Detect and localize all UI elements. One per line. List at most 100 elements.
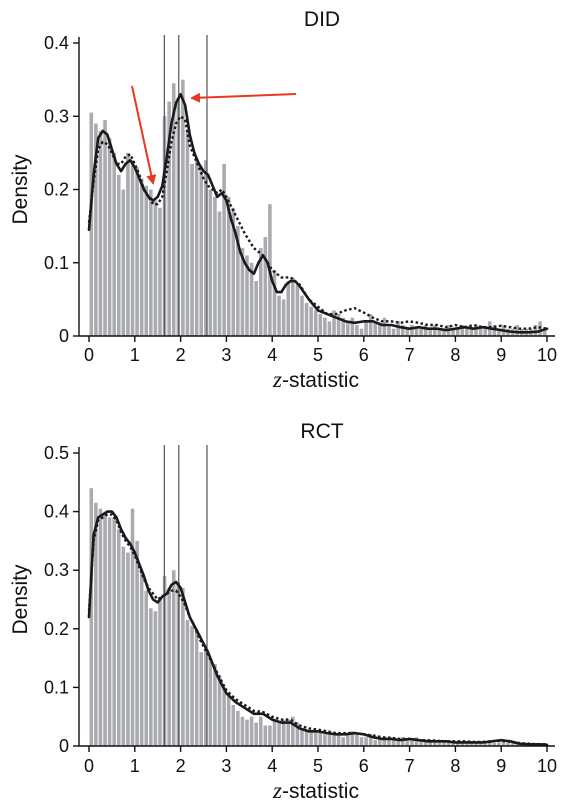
histogram-bar	[167, 587, 171, 746]
histogram-bar	[318, 731, 323, 746]
x-tick-label: 9	[496, 345, 506, 365]
histogram-bar	[208, 658, 213, 746]
histogram-bar	[492, 325, 497, 336]
histogram-bar	[236, 226, 240, 337]
histogram-bar	[89, 488, 94, 746]
histogram-bar	[295, 722, 300, 746]
histogram-bar	[451, 741, 455, 746]
histogram-bar	[332, 734, 336, 746]
histogram-bar	[433, 325, 437, 336]
histogram-bar	[213, 663, 217, 746]
histogram-bar	[277, 295, 281, 336]
chart-panel-rct: 0 0.1 0.2 0.3 0.4 0.5 0 1 2 3 4 5 6 7 8 9 10 RCT z-statist…	[9, 420, 557, 803]
histogram-bar	[378, 737, 382, 746]
histogram-bar	[135, 540, 139, 746]
histogram-bar	[323, 317, 327, 336]
histogram-bar	[112, 517, 116, 746]
chart-panel-did: 0 0.1 0.2 0.3 0.4 0 1 2 3 4 5 6 7 8 9 10 DID z-statistic D…	[9, 8, 557, 392]
histogram-bar	[185, 620, 190, 746]
histogram-bar	[204, 649, 208, 746]
histogram-bar	[419, 740, 423, 746]
histogram-bar	[116, 529, 121, 746]
histogram-bar	[442, 741, 446, 746]
histogram-bar	[139, 570, 144, 746]
y-tick-label: 0.1	[44, 253, 69, 273]
histogram-bar	[391, 740, 396, 746]
histogram-bar	[373, 321, 378, 336]
histogram-bar	[497, 328, 501, 336]
histogram-bar	[428, 328, 432, 336]
y-axis-label: Density	[9, 564, 32, 635]
x-axis-label-text: -statistic	[282, 780, 359, 803]
histogram-bar	[240, 716, 245, 746]
annotation-arrow	[131, 85, 157, 185]
histogram-bar	[268, 725, 272, 746]
histogram-bar	[226, 196, 231, 336]
histogram-bar	[98, 130, 103, 336]
histogram-bar	[126, 152, 130, 337]
histogram-bar	[382, 737, 387, 746]
histogram-bar	[217, 675, 222, 746]
histogram-bar	[510, 743, 515, 746]
y-tick-label: 0.3	[44, 106, 69, 126]
histogram-bar	[126, 552, 130, 746]
density-curve-dotted	[87, 115, 548, 330]
histogram-bar	[414, 328, 419, 336]
histogram-bar	[355, 734, 359, 746]
y-tick-label: 0.2	[44, 619, 69, 639]
histogram-bar	[300, 295, 304, 336]
histogram-bar	[469, 328, 474, 336]
histogram-bar	[139, 178, 144, 336]
y-tick-label: 0.4	[44, 502, 69, 522]
x-tick-label: 2	[176, 756, 186, 776]
histogram-bar	[460, 325, 465, 336]
histogram-bar	[451, 328, 455, 336]
histogram-bar	[483, 741, 487, 746]
histogram-bar	[94, 502, 98, 746]
histogram-bar	[387, 740, 391, 746]
histogram-bar	[254, 722, 258, 746]
x-tick-label: 6	[359, 345, 369, 365]
histogram-bar	[112, 152, 116, 337]
histogram-bar	[419, 328, 423, 336]
y-tick-label: 0.3	[44, 560, 69, 580]
x-axis-label: z-statistic	[272, 367, 359, 392]
histogram-bar	[364, 321, 368, 336]
histogram-bar	[194, 160, 199, 336]
histogram-bar	[423, 740, 428, 746]
histogram-bar	[277, 722, 281, 746]
histogram-bar	[116, 174, 121, 336]
histogram-bar	[455, 328, 460, 336]
histogram-bar	[130, 160, 135, 336]
x-tick-label: 0	[84, 756, 94, 776]
histogram-bar	[368, 314, 373, 336]
histogram-bar	[373, 740, 378, 746]
density-curve-solid	[87, 92, 549, 334]
histogram-bar	[345, 734, 350, 746]
histogram-bar	[149, 608, 153, 746]
histogram-bar	[368, 734, 373, 746]
histogram-bar	[103, 514, 107, 746]
x-tick-label: 4	[267, 756, 277, 776]
histogram-bar	[313, 731, 318, 746]
x-tick-label: 5	[313, 756, 323, 776]
density-curve-dotted	[87, 513, 547, 746]
x-tick-label: 3	[221, 756, 231, 776]
histogram-bar	[382, 317, 387, 336]
histogram-bar	[355, 325, 359, 336]
histogram-bar	[272, 270, 277, 336]
histogram-bar	[437, 741, 442, 746]
histogram-bar	[281, 299, 286, 337]
histogram-bar	[222, 163, 226, 336]
histogram-bar	[121, 546, 126, 746]
x-tick-label: 4	[267, 345, 277, 365]
histogram-bar	[515, 325, 520, 336]
histogram-bar	[474, 325, 478, 336]
histogram-bar	[336, 734, 341, 746]
histogram-bar	[542, 328, 547, 336]
histogram-bar	[405, 740, 410, 746]
histogram-bar	[103, 119, 107, 336]
histogram-bar	[245, 719, 249, 746]
histogram-bar	[400, 325, 405, 336]
